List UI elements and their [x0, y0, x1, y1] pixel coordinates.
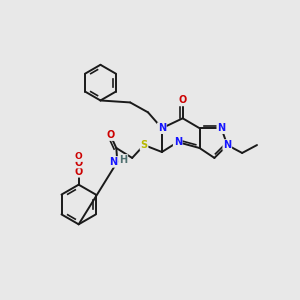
- Text: O: O: [74, 167, 83, 177]
- Text: O: O: [106, 130, 115, 140]
- Text: O: O: [74, 158, 83, 168]
- Text: N: N: [223, 140, 231, 150]
- Text: N: N: [158, 123, 166, 133]
- Text: N: N: [217, 123, 225, 133]
- Text: S: S: [140, 140, 148, 150]
- Text: H: H: [119, 155, 127, 165]
- Text: O: O: [75, 152, 83, 161]
- Text: N: N: [174, 137, 182, 147]
- Text: N: N: [109, 157, 117, 167]
- Text: O: O: [178, 95, 187, 106]
